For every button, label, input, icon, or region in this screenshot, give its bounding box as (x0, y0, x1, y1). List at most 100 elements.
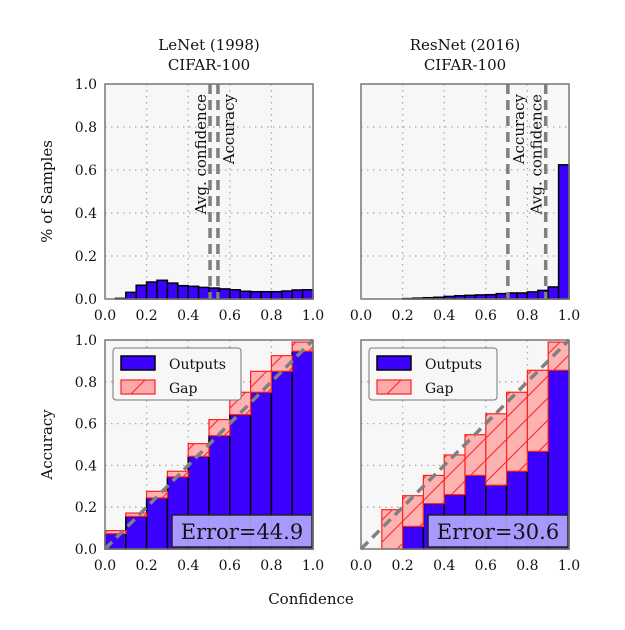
histogram-bar (516, 292, 529, 300)
gap-hatch (402, 495, 424, 527)
panel-bottom-left: Outputs Gap Error=44.9 0.0 0.2 0.4 0.6 0.8 1.0 0.… (38, 333, 324, 574)
x-tick-label: 0.8 (516, 308, 538, 324)
x-axis-label: Confidence (268, 590, 354, 608)
y-tick-label: 0.2 (75, 249, 97, 265)
x-tick-label: 0.6 (219, 558, 241, 574)
x-tick-label: 0.0 (94, 558, 116, 574)
x-tick-label: 1.0 (302, 558, 324, 574)
panel-top-left: LeNet (1998) CIFAR-100 Avg. confidence Accu… (38, 36, 324, 324)
outputs-bar (145, 497, 169, 550)
error-annotation: Error=44.9 (181, 520, 303, 544)
x-tick-label: 0.6 (475, 558, 497, 574)
legend-gap-hatch (130, 379, 146, 395)
legend-outputs-label: Outputs (169, 357, 226, 373)
histogram-bar (526, 291, 539, 300)
gap-hatch (105, 530, 126, 534)
histogram-bar (166, 282, 179, 300)
gap-hatch (465, 434, 486, 476)
histogram-bar (229, 289, 241, 300)
histogram-bar (187, 285, 200, 300)
legend-outputs-label: Outputs (425, 357, 482, 373)
y-tick-label: 0.6 (75, 163, 97, 179)
gap-hatch (146, 491, 168, 499)
y-tick-label: 0.8 (75, 120, 97, 136)
gap-hatch (250, 371, 272, 393)
gap-hatch (381, 509, 403, 549)
gap-hatch (506, 392, 528, 472)
y-tick-label: 0.0 (75, 542, 97, 558)
plot-frame (360, 83, 570, 300)
x-tick-label: 1.0 (558, 558, 580, 574)
y-tick-label: 0.4 (75, 458, 97, 474)
gap-hatch (292, 342, 313, 352)
y-tick-label: 0.6 (75, 417, 97, 433)
panel-title: CIFAR-100 (168, 56, 250, 74)
panel-top-right: ResNet (2016) CIFAR-100 Accuracy Avg. confi… (350, 36, 580, 324)
x-tick-label: 0.8 (516, 558, 538, 574)
histogram-bar (270, 290, 283, 300)
x-tick-label: 0.0 (94, 308, 116, 324)
legend: Outputs Gap (368, 347, 498, 401)
x-tick-label: 1.0 (302, 308, 324, 324)
x-tick-label: 0.2 (391, 558, 413, 574)
histogram-bar (145, 281, 158, 300)
y-axis-label: Accuracy (38, 409, 56, 481)
plot-frame (360, 339, 570, 550)
gap-hatch (423, 475, 445, 504)
legend-gap-label: Gap (169, 381, 198, 397)
reference-line-label: Avg. confidence (528, 94, 546, 215)
error-box (171, 514, 313, 548)
outputs-bar (125, 515, 148, 550)
error-annotation: Error=30.6 (437, 520, 559, 544)
histogram-bar (301, 289, 314, 300)
x-tick-label: 0.8 (260, 558, 282, 574)
gap-hatch (188, 443, 209, 457)
plot-frame (104, 83, 314, 300)
y-axis-label: % of Samples (38, 140, 56, 243)
legend-gap-hatch (386, 379, 402, 395)
histogram-bar (547, 286, 560, 300)
histogram-bar (135, 284, 148, 300)
gap-hatch (125, 513, 147, 517)
histogram-bar (249, 290, 262, 300)
x-tick-label: 0.8 (260, 308, 282, 324)
gap-hatch (548, 342, 569, 371)
histogram-bar (495, 292, 508, 300)
reference-line-label: Accuracy (510, 93, 528, 165)
histogram-bar (218, 288, 231, 300)
x-tick-label: 1.0 (558, 308, 580, 324)
y-tick-label: 0.4 (75, 206, 97, 222)
x-tick-label: 0.2 (135, 558, 157, 574)
panel-title: CIFAR-100 (424, 56, 506, 74)
x-tick-label: 0.6 (475, 308, 497, 324)
x-tick-label: 0.4 (177, 308, 199, 324)
panel-title: ResNet (2016) (410, 36, 521, 54)
x-tick-label: 0.2 (391, 308, 413, 324)
legend: Outputs Gap (112, 347, 242, 401)
gap-hatch (209, 419, 230, 436)
x-tick-label: 0.2 (135, 308, 157, 324)
histogram-bar (291, 289, 304, 300)
x-tick-label: 0.0 (350, 558, 372, 574)
x-tick-label: 0.6 (219, 308, 241, 324)
panel-bottom-right: Outputs Gap Error=30.6 0.0 0.2 0.4 0.6 0.8 1.0 (350, 338, 580, 574)
histogram-bar (260, 290, 273, 300)
panel-title: LeNet (1998) (158, 36, 260, 54)
plot-background (361, 84, 569, 299)
histogram-bar (177, 284, 189, 300)
gap-hatch (485, 413, 507, 486)
x-tick-label: 0.4 (177, 558, 199, 574)
gap-hatch (527, 370, 549, 452)
legend-outputs-swatch (376, 355, 412, 371)
y-tick-label: 1.0 (75, 333, 97, 349)
perfect-calibration-line (359, 338, 571, 551)
y-tick-label: 0.0 (75, 292, 97, 308)
histogram-bar (125, 291, 137, 300)
x-tick-label: 0.0 (350, 308, 372, 324)
histogram-bar (557, 164, 570, 300)
histogram-bar (197, 286, 210, 300)
y-tick-label: 1.0 (75, 77, 97, 93)
plot-frame (104, 339, 314, 550)
histogram-bar (239, 290, 252, 300)
